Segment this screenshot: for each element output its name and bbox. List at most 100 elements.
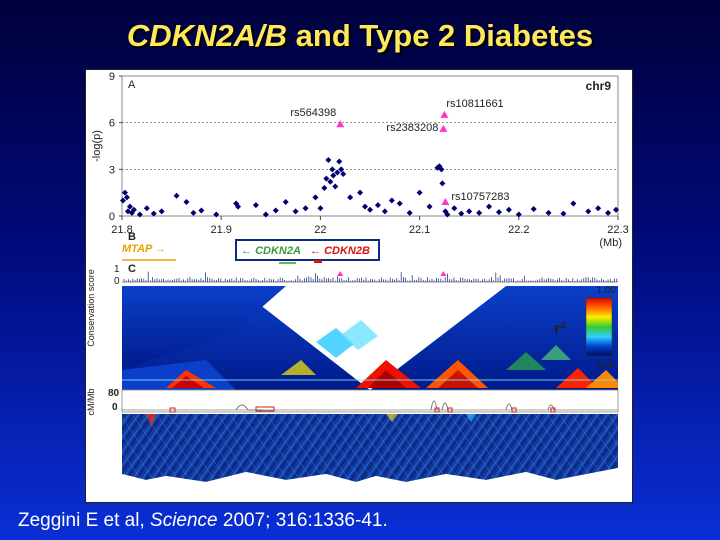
citation-rest: 2007; 316:1336-41.	[217, 510, 388, 531]
figure-panel: 0 3 6 9 21.8 21.9 22 22.1 22.2 22.3 -log(p) A ch…	[85, 69, 633, 503]
data-point	[158, 208, 165, 215]
data-point	[338, 166, 345, 173]
snp-label: rs2383208	[386, 122, 438, 134]
data-point	[495, 209, 502, 216]
panel-label-b: B	[128, 231, 136, 243]
data-point	[438, 166, 445, 173]
gene-cdkn2b-mark	[314, 260, 322, 263]
x-tick-label: 22.3	[607, 224, 628, 236]
data-point	[123, 194, 130, 201]
conservation-label: Conservation score	[86, 269, 96, 347]
snp-marker	[439, 124, 448, 132]
data-point	[595, 205, 602, 212]
data-point	[325, 157, 332, 163]
snp-markers: rs564398 rs10811661 rs2383208 rs10757283	[290, 98, 510, 205]
x-tick-label: 21.8	[111, 224, 132, 236]
x-tick-label: 21.9	[210, 224, 231, 236]
conservation-snp-marker	[337, 271, 344, 276]
data-point	[560, 210, 567, 217]
data-point	[451, 205, 458, 212]
title-gene: CDKN2A/B	[126, 18, 288, 53]
data-point	[444, 211, 451, 218]
x-tick-label: 22	[314, 224, 326, 236]
conservation-tick-0: 0	[114, 276, 120, 287]
snp-label: rs10757283	[451, 191, 509, 203]
gene-mtap: MTAP →	[122, 243, 166, 255]
conservation-bars	[123, 271, 618, 282]
snp-label: rs10811661	[446, 98, 503, 110]
data-point	[426, 203, 433, 210]
data-point	[436, 163, 443, 170]
plot-area-a	[121, 75, 619, 217]
data-point	[282, 199, 289, 205]
gene-mtap-label: MTAP	[122, 243, 153, 255]
data-point	[605, 209, 612, 216]
data-point	[340, 171, 347, 177]
data-point	[190, 209, 197, 216]
gene-highlight-box	[235, 239, 380, 261]
y-tick-label: 0	[109, 211, 115, 223]
y-tick-label: 6	[109, 118, 115, 130]
gridlines	[122, 122, 618, 170]
recombination-tick-80: 80	[108, 388, 120, 399]
r2-min-label: 0.00	[596, 360, 616, 371]
data-point	[213, 211, 220, 218]
snp-label: rs564398	[290, 107, 336, 119]
data-point	[126, 203, 133, 210]
data-point	[416, 189, 423, 196]
citation: Zeggini E et al, Science 2007; 316:1336-…	[18, 510, 388, 532]
data-point	[476, 209, 483, 216]
recombination-peaks	[122, 400, 618, 413]
r2-max-label: 1.00	[596, 285, 616, 296]
data-point	[374, 202, 381, 209]
snp-marker	[336, 120, 345, 128]
data-point	[357, 189, 364, 196]
data-point	[396, 200, 403, 207]
data-point	[312, 194, 319, 201]
snp-marker	[440, 110, 449, 118]
data-point	[466, 208, 473, 215]
data-point	[121, 189, 128, 196]
data-point	[439, 180, 446, 187]
data-point	[327, 178, 334, 185]
data-point	[330, 172, 337, 179]
data-point	[334, 169, 341, 176]
citation-authors: Zeggini E et al,	[18, 510, 151, 531]
data-point	[119, 197, 126, 204]
chromosome-label: chr9	[586, 79, 612, 93]
data-point	[252, 202, 259, 209]
data-point	[198, 207, 205, 214]
conservation-snp-marker	[440, 271, 447, 276]
data-point	[381, 208, 388, 215]
gene-cdkn2b: ← CDKN2B	[310, 245, 370, 257]
panel-label-c: C	[128, 263, 136, 275]
x-tick-label: 22.1	[409, 224, 430, 236]
gene-cdkn2b-label: CDKN2B	[324, 245, 370, 257]
data-point	[150, 210, 157, 217]
snp-marker	[441, 198, 450, 205]
data-point	[530, 206, 537, 212]
recombination-label: cM/Mb	[86, 389, 96, 416]
recombination-track	[121, 389, 619, 413]
panel-label-a: A	[128, 79, 136, 91]
data-point	[515, 211, 522, 218]
ld-heatmap	[122, 286, 618, 390]
data-point	[317, 205, 324, 212]
r2-color-scale	[585, 297, 613, 357]
y-axis-label: -log(p)	[91, 130, 103, 162]
figure-svg: 0 3 6 9 21.8 21.9 22 22.1 22.2 22.3 -log(p) A ch…	[86, 71, 629, 500]
gene-cdkn2a: ← CDKN2A	[241, 245, 301, 257]
data-point	[332, 183, 339, 190]
data-point	[173, 192, 180, 199]
data-point	[329, 166, 336, 173]
x-tick-label: 22.2	[508, 224, 529, 236]
data-point	[262, 211, 269, 218]
y-axis-ticks: 0 3 6 9	[109, 71, 122, 223]
data-point	[183, 199, 190, 205]
data-point	[406, 209, 413, 216]
data-point	[321, 185, 328, 191]
x-axis-unit: (Mb)	[599, 237, 622, 249]
conservation-tick-1: 1	[114, 264, 120, 275]
data-point	[235, 203, 242, 210]
data-point	[336, 158, 343, 165]
